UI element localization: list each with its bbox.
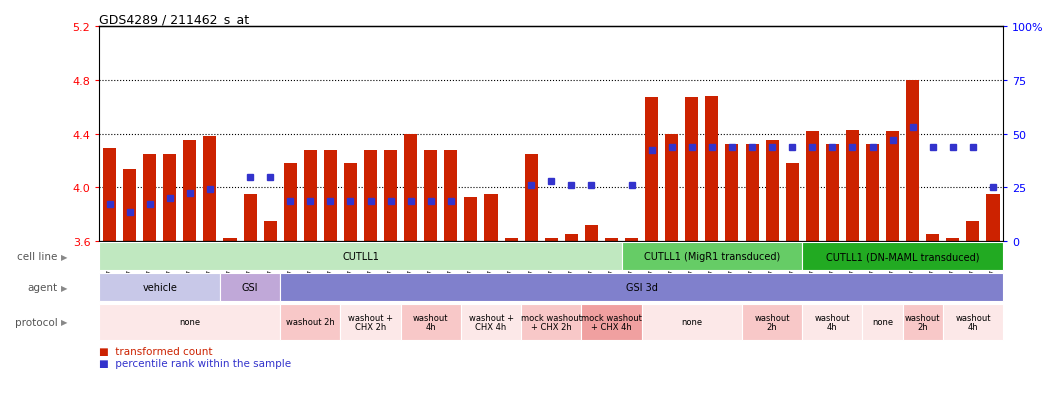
Bar xyxy=(966,221,979,242)
Bar xyxy=(281,304,340,340)
Bar xyxy=(99,242,622,271)
Bar xyxy=(886,131,899,242)
Bar xyxy=(866,145,879,242)
Bar xyxy=(103,149,116,242)
Bar xyxy=(625,239,638,242)
Bar xyxy=(745,145,759,242)
Bar xyxy=(742,304,802,340)
Bar xyxy=(686,98,698,242)
Text: vehicle: vehicle xyxy=(142,282,177,292)
Bar xyxy=(264,221,276,242)
Text: ▶: ▶ xyxy=(61,318,67,327)
Bar xyxy=(903,304,942,340)
Bar xyxy=(846,130,859,242)
Text: washout +
CHX 4h: washout + CHX 4h xyxy=(468,313,513,332)
Bar xyxy=(401,304,461,340)
Bar xyxy=(802,242,1003,271)
Text: ■  percentile rank within the sample: ■ percentile rank within the sample xyxy=(99,358,292,368)
Bar xyxy=(765,141,779,242)
Bar xyxy=(942,304,1003,340)
Text: washout
4h: washout 4h xyxy=(815,313,850,332)
Text: CUTLL1: CUTLL1 xyxy=(342,252,379,261)
Text: GSI: GSI xyxy=(242,282,259,292)
Bar xyxy=(99,304,281,340)
Bar xyxy=(581,304,642,340)
Text: mock washout
+ CHX 4h: mock washout + CHX 4h xyxy=(581,313,642,332)
Bar xyxy=(424,150,438,242)
Text: CUTLL1 (DN-MAML transduced): CUTLL1 (DN-MAML transduced) xyxy=(826,252,979,261)
Bar xyxy=(544,239,558,242)
Text: CUTLL1 (MigR1 transduced): CUTLL1 (MigR1 transduced) xyxy=(644,252,780,261)
Bar xyxy=(183,141,197,242)
Bar xyxy=(802,304,863,340)
Text: ▶: ▶ xyxy=(61,283,67,292)
Text: GDS4289 / 211462_s_at: GDS4289 / 211462_s_at xyxy=(99,13,249,26)
Text: agent: agent xyxy=(27,282,58,292)
Bar xyxy=(726,145,738,242)
Bar xyxy=(465,197,477,242)
Bar xyxy=(163,154,176,242)
Bar xyxy=(927,235,939,242)
Bar xyxy=(645,98,659,242)
Bar xyxy=(665,134,678,242)
Text: washout
4h: washout 4h xyxy=(413,313,448,332)
Bar xyxy=(525,154,538,242)
Text: none: none xyxy=(682,318,703,327)
Bar xyxy=(244,195,257,242)
Bar xyxy=(203,137,217,242)
Bar xyxy=(863,304,903,340)
Text: mock washout
+ CHX 2h: mock washout + CHX 2h xyxy=(520,313,582,332)
Bar xyxy=(605,239,618,242)
Bar xyxy=(906,81,919,242)
Bar xyxy=(284,164,296,242)
Text: washout
4h: washout 4h xyxy=(955,313,990,332)
Bar xyxy=(343,164,357,242)
Bar xyxy=(143,154,156,242)
Bar xyxy=(622,242,802,271)
Text: GSI 3d: GSI 3d xyxy=(626,282,658,292)
Bar xyxy=(946,239,959,242)
Text: washout +
CHX 2h: washout + CHX 2h xyxy=(348,313,393,332)
Bar xyxy=(642,304,742,340)
Bar xyxy=(564,235,578,242)
Bar xyxy=(806,131,819,242)
Text: ▶: ▶ xyxy=(61,252,67,261)
Bar xyxy=(986,195,1000,242)
Bar xyxy=(521,304,581,340)
Bar xyxy=(99,273,220,302)
Text: protocol: protocol xyxy=(15,317,58,327)
Bar xyxy=(324,150,337,242)
Text: none: none xyxy=(872,318,893,327)
Bar xyxy=(485,195,497,242)
Bar xyxy=(384,150,397,242)
Text: washout 2h: washout 2h xyxy=(286,318,335,327)
Bar xyxy=(404,134,417,242)
Bar xyxy=(223,239,237,242)
Bar xyxy=(124,169,136,242)
Text: none: none xyxy=(179,318,200,327)
Text: washout
2h: washout 2h xyxy=(755,313,789,332)
Bar xyxy=(281,273,1003,302)
Bar xyxy=(364,150,377,242)
Bar xyxy=(785,164,799,242)
Bar xyxy=(340,304,401,340)
Bar xyxy=(304,150,317,242)
Bar xyxy=(826,145,839,242)
Text: cell line: cell line xyxy=(17,252,58,261)
Bar xyxy=(706,97,718,242)
Bar xyxy=(444,150,458,242)
Bar xyxy=(505,239,517,242)
Bar xyxy=(461,304,521,340)
Bar xyxy=(585,225,598,242)
Bar xyxy=(220,273,281,302)
Text: ■  transformed count: ■ transformed count xyxy=(99,346,213,356)
Text: washout
2h: washout 2h xyxy=(905,313,940,332)
